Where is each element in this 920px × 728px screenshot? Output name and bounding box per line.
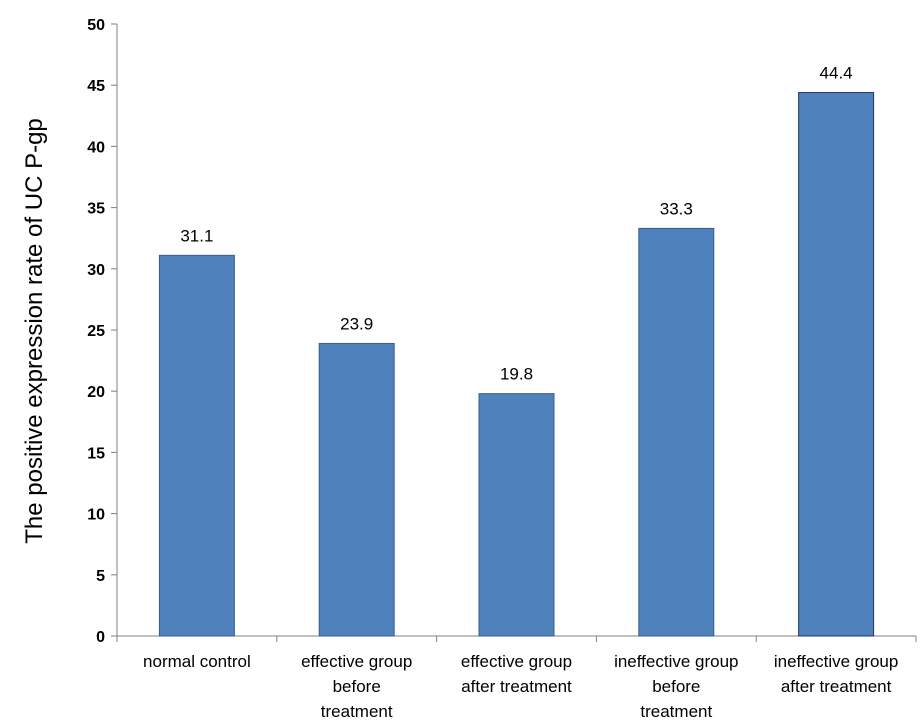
y-axis-title: The positive expression rate of UC P-gp <box>21 118 48 544</box>
category-label: after treatment <box>461 677 572 696</box>
y-tick-label: 5 <box>96 568 105 585</box>
category-label: effective group <box>461 652 572 671</box>
data-label: 23.9 <box>340 314 373 333</box>
data-label: 19.8 <box>500 365 533 384</box>
bar <box>478 393 555 637</box>
category-label: before <box>652 677 700 696</box>
y-tick-label: 20 <box>87 384 105 401</box>
y-tick-label: 15 <box>87 445 105 462</box>
category-label: treatment <box>321 702 393 721</box>
y-tick-label: 30 <box>87 262 105 279</box>
y-tick-label: 0 <box>96 629 105 646</box>
labels: 31.1 normal control 23.9 effective group bef… <box>143 64 898 721</box>
y-tick-label: 45 <box>87 78 105 95</box>
data-label: 33.3 <box>660 199 693 218</box>
category-label: effective group <box>301 652 412 671</box>
y-tick-label: 50 <box>87 17 105 34</box>
bars <box>158 92 875 637</box>
category-label: normal control <box>143 652 251 671</box>
category-label: ineffective group <box>614 652 738 671</box>
category-label: treatment <box>640 702 712 721</box>
y-tick-label: 10 <box>87 507 105 524</box>
bar <box>798 92 875 637</box>
y-tick-label: 40 <box>87 139 105 156</box>
category-label: before <box>333 677 381 696</box>
axes: 0 5 10 15 20 25 30 35 40 45 50 <box>87 17 917 646</box>
bar <box>158 254 235 637</box>
bar <box>638 227 715 637</box>
data-label: 31.1 <box>180 226 213 245</box>
data-label: 44.4 <box>820 64 853 83</box>
bar <box>318 342 395 637</box>
y-tick-label: 25 <box>87 323 105 340</box>
category-label: after treatment <box>781 677 892 696</box>
y-tick-label: 35 <box>87 201 105 218</box>
category-label: ineffective group <box>774 652 898 671</box>
